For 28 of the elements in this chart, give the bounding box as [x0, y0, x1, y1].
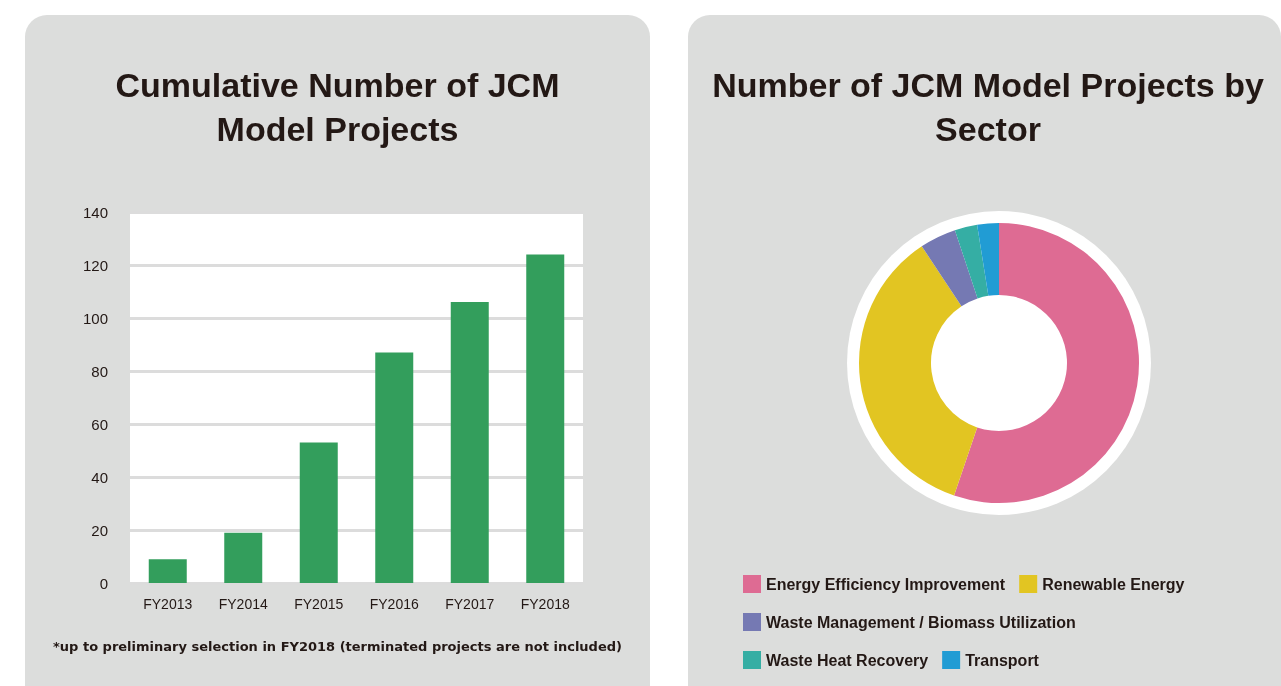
chart-title: Cumulative Number of JCM Model Projects	[114, 65, 561, 150]
chart-title: Number of JCM Model Projects by Sector	[711, 65, 1265, 150]
y-tick-label: 40	[91, 468, 108, 486]
y-tick-label: 80	[91, 362, 108, 380]
y-tick-label: 20	[91, 521, 108, 539]
x-tick-label: FY2015	[294, 596, 344, 612]
bar	[450, 302, 489, 583]
legend-label: Energy Efficiency Improvement	[766, 575, 1006, 593]
text: *up to preliminary selection in FY2018 (terminated projects are not included)	[52, 639, 623, 654]
legend-label: Transport	[965, 651, 1040, 669]
y-tick-label: 100	[82, 309, 108, 327]
x-tick-label: FY2016	[369, 596, 419, 612]
y-tick-label: 140	[82, 203, 108, 221]
legend-label: Renewable Energy	[1042, 575, 1185, 593]
x-tick-label: FY2014	[218, 596, 268, 612]
y-tick-label: 120	[82, 256, 108, 274]
bar	[299, 442, 338, 583]
bar	[526, 254, 565, 583]
x-tick-label: FY2013	[143, 596, 193, 612]
bar	[148, 559, 187, 583]
y-tick-label: 60	[91, 415, 108, 433]
legend-label: Waste Management / Biomass Utilization	[766, 613, 1076, 631]
bar	[224, 532, 263, 583]
x-tick-label: FY2017	[445, 596, 495, 612]
x-tick-label: FY2018	[520, 596, 570, 612]
bar	[375, 352, 414, 583]
y-tick-label: 0	[99, 574, 108, 592]
legend-label: Waste Heat Recovery	[766, 651, 929, 669]
